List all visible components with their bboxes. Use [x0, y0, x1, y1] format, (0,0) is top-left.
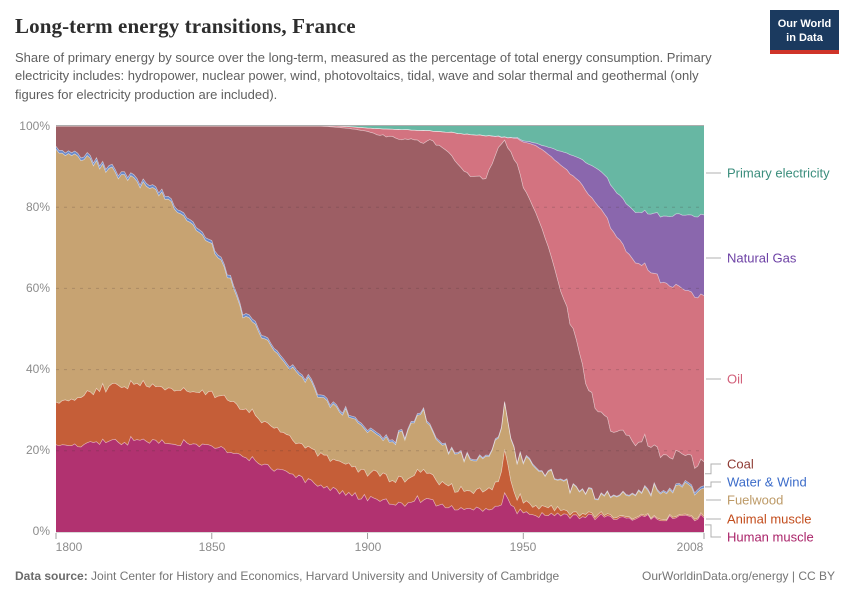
y-axis-label-40pct: 40% — [25, 362, 50, 376]
area-human-muscle[interactable] — [56, 436, 704, 533]
y-axis-label-80pct: 80% — [25, 200, 50, 214]
legend-item-animal-muscle[interactable]: Animal muscle — [727, 511, 812, 527]
x-axis-label-1800: 1800 — [55, 540, 83, 554]
page-title: Long-term energy transitions, France — [15, 14, 356, 38]
data-source-text: Joint Center for History and Economics, … — [87, 569, 560, 583]
y-axis-label-60pct: 60% — [25, 281, 50, 295]
legend-item-oil[interactable]: Oil — [727, 371, 743, 387]
area-coal[interactable] — [56, 126, 704, 500]
owid-logo-text: Our World in Data — [777, 18, 832, 44]
data-source-label: Data source: — [15, 569, 88, 583]
legend-item-coal[interactable]: Coal — [727, 456, 754, 472]
legend-item-natural-gas[interactable]: Natural Gas — [727, 250, 797, 266]
area-primary-electricity[interactable] — [56, 126, 704, 218]
boundary-animal-muscle — [55, 379, 705, 521]
x-axis-label-1900: 1900 — [354, 540, 382, 554]
x-axis-label-1850: 1850 — [198, 540, 226, 554]
owid-logo[interactable]: Our World in Data — [770, 10, 839, 54]
legend-item-human-muscle[interactable]: Human muscle — [727, 529, 814, 545]
y-axis-label-20pct: 20% — [25, 443, 50, 457]
legend-item-fuelwood[interactable]: Fuelwood — [727, 492, 784, 508]
area-fuelwood[interactable] — [56, 149, 704, 520]
y-axis-label-100pct: 100% — [19, 119, 50, 133]
legend-item-primary-electricity[interactable]: Primary electricity — [727, 165, 830, 181]
boundary-fuelwood — [55, 148, 705, 501]
area-oil[interactable] — [56, 126, 704, 469]
legend-connector-coal — [705, 463, 721, 475]
chart-subtitle: Share of primary energy by source over t… — [15, 50, 712, 102]
owid-url-link[interactable]: OurWorldinData.org/energy | CC BY — [642, 569, 835, 583]
y-axis-label-0pct: 0% — [32, 524, 50, 538]
data-source-note: Data source: Joint Center for History an… — [15, 569, 559, 583]
chart-footer: Data source: Joint Center for History an… — [15, 569, 835, 583]
boundary-human-muscle — [55, 435, 705, 522]
boundary-water-wind — [55, 146, 705, 500]
x-axis-label-1950: 1950 — [509, 540, 537, 554]
area-animal-muscle[interactable] — [56, 380, 704, 521]
x-axis-label-2008: 2008 — [676, 540, 704, 554]
legend-item-water-wind[interactable]: Water & Wind — [727, 474, 807, 490]
owid-logo-accent-bar — [770, 50, 839, 54]
legend-connector-water-wind — [705, 481, 721, 488]
legend-connector-human-muscle — [705, 524, 721, 538]
